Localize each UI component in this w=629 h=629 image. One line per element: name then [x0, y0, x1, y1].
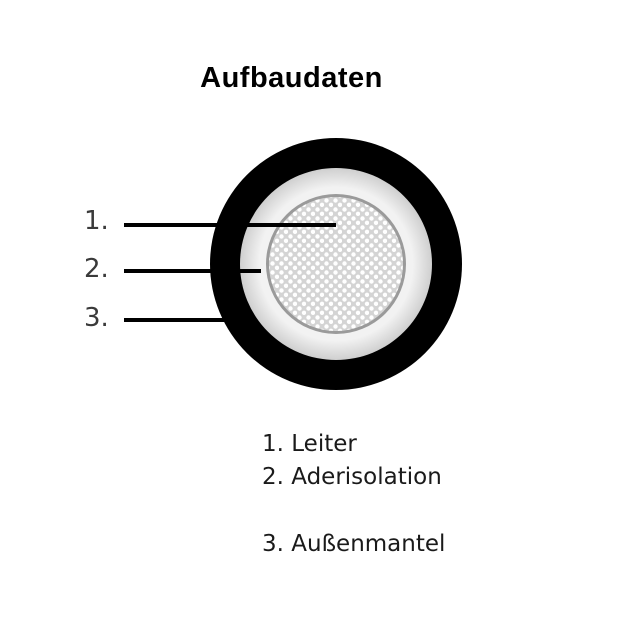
marker-label-3: 3.: [84, 303, 109, 333]
marker-label-2: 2.: [84, 254, 109, 284]
legend: 1. Leiter 2. Aderisolation 3. Außenmante…: [262, 428, 445, 561]
conductor: [269, 197, 403, 331]
page-title: Aufbaudaten: [200, 62, 383, 94]
legend-item-jacket: 3. Außenmantel: [262, 531, 446, 557]
legend-item-insulation: 2. Aderisolation: [262, 464, 442, 490]
legend-item-conductor: 1. Leiter: [262, 431, 357, 457]
marker-label-1: 1.: [84, 206, 109, 236]
